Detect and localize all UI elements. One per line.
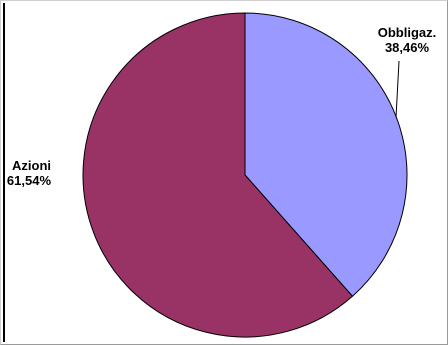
leader-lines [395,60,400,118]
left-edge-bar [3,3,5,342]
pie-slice-obbligaz [244,12,408,297]
slice-label-obbligaz-name: Obbligaz. [378,25,437,40]
pie-slice-azioni [82,12,354,338]
leader-line-obbligaz [395,60,400,118]
slice-label-azioni-name: Azioni [12,158,51,173]
pie-slices [82,12,408,338]
slice-label-obbligaz-value: 38,46% [385,40,430,55]
slice-label-azioni-value: 61,54% [7,173,52,188]
